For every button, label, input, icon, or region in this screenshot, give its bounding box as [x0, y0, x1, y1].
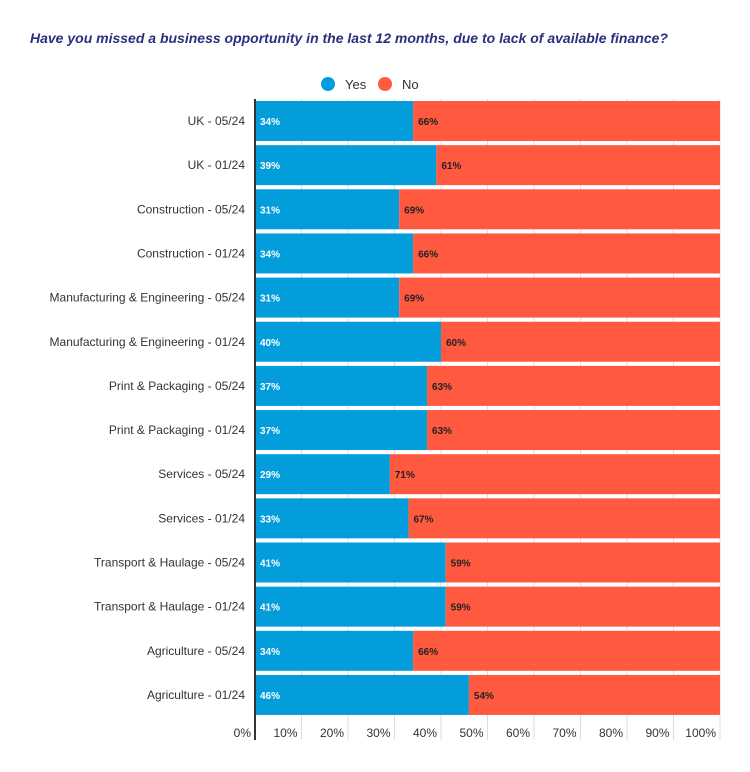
x-tick-label: 20% — [320, 726, 344, 740]
bar-yes — [255, 674, 469, 715]
data-label: 67% — [413, 514, 433, 525]
legend-marker-yes — [321, 77, 335, 91]
category-label: Print & Packaging - 01/24 — [109, 423, 245, 437]
legend-marker-no — [378, 77, 392, 91]
bar-yes — [255, 498, 409, 539]
bar-no — [413, 630, 720, 671]
data-label: 33% — [260, 514, 280, 525]
bar-no — [441, 321, 720, 362]
category-label: Manufacturing & Engineering - 01/24 — [50, 335, 246, 349]
bar-no — [413, 233, 720, 274]
category-label: Print & Packaging - 05/24 — [109, 379, 245, 393]
legend-label-yes: Yes — [345, 77, 367, 92]
category-label: Agriculture - 01/24 — [147, 688, 245, 702]
x-tick-label: 0% — [234, 726, 252, 740]
bar-no — [399, 189, 720, 230]
data-label: 66% — [418, 117, 438, 128]
data-label: 34% — [260, 117, 280, 128]
category-label: UK - 05/24 — [188, 114, 246, 128]
data-label: 31% — [260, 205, 280, 216]
data-label: 40% — [260, 338, 280, 349]
x-tick-label: 100% — [685, 726, 716, 740]
data-label: 59% — [451, 603, 471, 614]
data-label: 37% — [260, 426, 280, 437]
bar-yes — [255, 586, 446, 627]
x-tick-label: 40% — [413, 726, 437, 740]
bar-no — [399, 277, 720, 318]
data-label: 61% — [441, 161, 461, 172]
bar-no — [468, 674, 720, 715]
bar-no — [427, 365, 720, 406]
data-label: 34% — [260, 249, 280, 260]
bar-no — [436, 145, 720, 186]
category-label: Transport & Haulage - 05/24 — [94, 556, 245, 570]
data-label: 69% — [404, 294, 424, 305]
bar-yes — [255, 101, 414, 141]
data-label: 59% — [451, 559, 471, 570]
category-label: Construction - 01/24 — [137, 246, 245, 260]
data-label: 71% — [395, 470, 415, 481]
legend-label-no: No — [402, 77, 419, 92]
x-tick-label: 90% — [645, 726, 669, 740]
bar-yes — [255, 542, 446, 583]
category-label: Transport & Haulage - 01/24 — [94, 600, 245, 614]
bar-no — [427, 410, 720, 451]
category-label: Services - 01/24 — [158, 511, 245, 525]
data-label: 41% — [260, 559, 280, 570]
bar-yes — [255, 321, 441, 362]
data-label: 41% — [260, 603, 280, 614]
data-label: 63% — [432, 426, 452, 437]
x-tick-label: 60% — [506, 726, 530, 740]
chart-title: Have you missed a business opportunity i… — [30, 30, 668, 46]
data-label: 37% — [260, 382, 280, 393]
x-tick-label: 10% — [273, 726, 297, 740]
data-label: 69% — [404, 205, 424, 216]
data-label: 66% — [418, 647, 438, 658]
bar-yes — [255, 454, 390, 495]
category-label: Manufacturing & Engineering - 05/24 — [50, 291, 246, 305]
bar-no — [445, 542, 720, 583]
bar-yes — [255, 630, 414, 671]
bar-yes — [255, 365, 428, 406]
data-label: 39% — [260, 161, 280, 172]
data-label: 46% — [260, 691, 280, 702]
data-label: 60% — [446, 338, 466, 349]
x-tick-label: 30% — [366, 726, 390, 740]
x-tick-label: 80% — [599, 726, 623, 740]
category-label: Agriculture - 05/24 — [147, 644, 245, 658]
data-label: 54% — [474, 691, 494, 702]
data-label: 63% — [432, 382, 452, 393]
bar-no — [408, 498, 720, 539]
data-label: 34% — [260, 647, 280, 658]
data-label: 29% — [260, 470, 280, 481]
data-label: 31% — [260, 294, 280, 305]
bar-no — [445, 586, 720, 627]
bar-yes — [255, 145, 437, 186]
data-label: 66% — [418, 249, 438, 260]
bar-no — [413, 101, 720, 141]
category-label: UK - 01/24 — [188, 158, 246, 172]
bar-no — [389, 454, 720, 495]
bar-yes — [255, 277, 400, 318]
x-tick-label: 50% — [459, 726, 483, 740]
category-label: Construction - 05/24 — [137, 202, 245, 216]
x-tick-label: 70% — [552, 726, 576, 740]
category-label: Services - 05/24 — [158, 467, 245, 481]
bar-yes — [255, 233, 414, 274]
bar-yes — [255, 410, 428, 451]
bar-yes — [255, 189, 400, 230]
